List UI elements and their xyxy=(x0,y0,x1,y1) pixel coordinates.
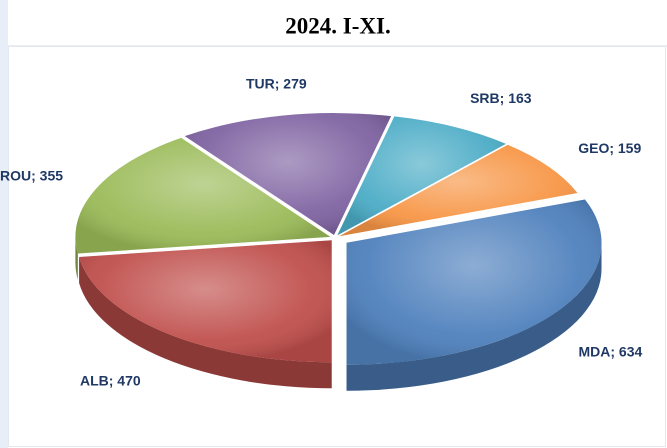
slice-side-shade xyxy=(79,256,332,389)
slice-highlight xyxy=(339,144,578,237)
slice-highlight xyxy=(75,137,331,254)
data-label: ALB; 470 xyxy=(80,372,141,388)
slice-side xyxy=(75,236,78,280)
data-label: ROU; 355 xyxy=(0,167,63,183)
slice-highlight xyxy=(184,113,392,236)
data-label: MDA; 634 xyxy=(578,343,642,359)
slice-side xyxy=(346,242,602,391)
slice-highlight xyxy=(346,199,602,365)
slice-highlight xyxy=(79,240,332,363)
data-label: TUR; 279 xyxy=(246,76,307,92)
left-strip xyxy=(0,0,8,448)
plot-frame xyxy=(8,46,666,447)
slice-side-shade xyxy=(75,236,78,280)
data-label: GEO; 159 xyxy=(578,140,641,156)
slice-highlight xyxy=(337,116,506,236)
chart-title: 2024. I-XI. xyxy=(285,13,390,38)
slice-side xyxy=(79,256,332,389)
slice-side-shade xyxy=(346,242,602,391)
data-label: SRB; 163 xyxy=(470,90,532,106)
